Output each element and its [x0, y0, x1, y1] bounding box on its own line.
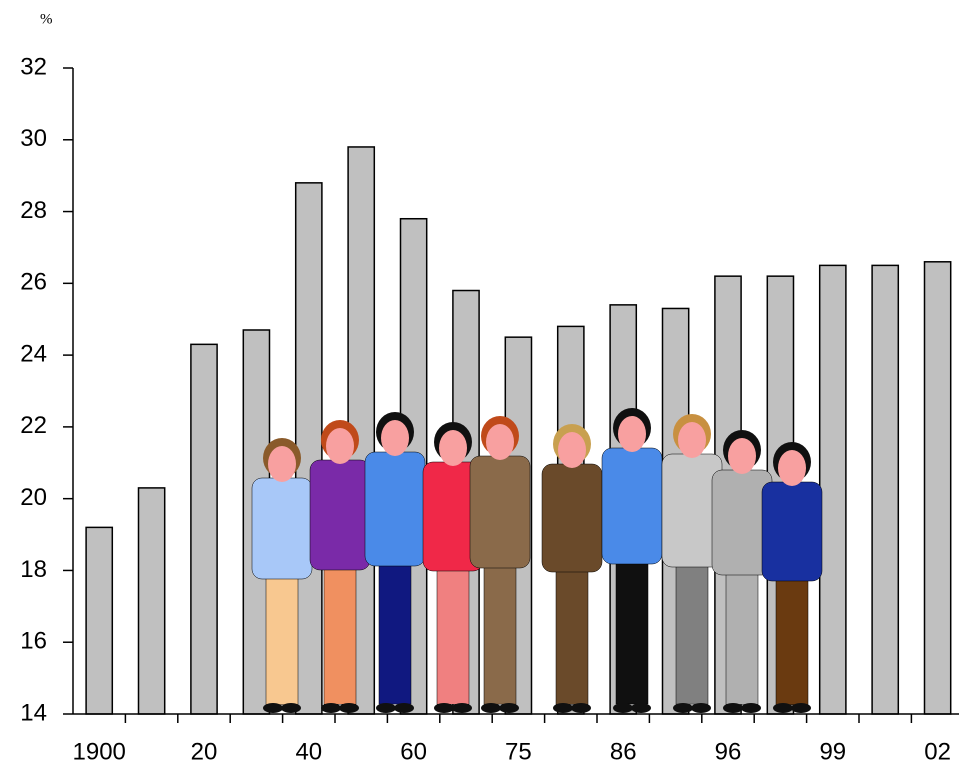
person: [364, 412, 426, 713]
person: [309, 420, 371, 713]
person-shoe: [553, 703, 573, 713]
x-tick-label: 99: [819, 738, 846, 765]
x-tick-label: 20: [191, 738, 218, 765]
x-tick-label: 1900: [73, 738, 126, 765]
bar: [137, 487, 166, 715]
y-tick-label: 20: [20, 484, 47, 511]
x-tick-label: 40: [295, 738, 322, 765]
person-shoe: [452, 703, 472, 713]
person-legs: [775, 576, 809, 705]
bar: [923, 261, 952, 715]
person-face: [558, 432, 586, 468]
person-face: [326, 428, 354, 464]
x-tick-label: 60: [400, 738, 427, 765]
person-shoe: [631, 703, 651, 713]
person: [601, 408, 663, 713]
bar: [190, 343, 218, 715]
y-tick-label: 16: [20, 628, 47, 655]
x-tick-label: 75: [505, 738, 532, 765]
person-legs: [323, 565, 357, 705]
people-illustration: [251, 408, 823, 713]
person-shoe: [673, 703, 693, 713]
person-legs: [555, 567, 589, 705]
person-body: [309, 459, 371, 571]
person-legs: [615, 559, 649, 705]
bar: [871, 264, 900, 715]
person-legs: [378, 561, 412, 705]
person-legs: [483, 563, 517, 705]
y-tick-label: 14: [20, 699, 47, 726]
person-body: [469, 455, 531, 569]
person-legs: [675, 562, 709, 705]
person-body: [364, 451, 426, 567]
person-body: [251, 477, 313, 580]
person-shoe: [723, 703, 743, 713]
y-tick-label: 22: [20, 412, 47, 439]
person-face: [678, 422, 706, 458]
person-shoe: [376, 703, 396, 713]
person-shoe: [741, 703, 761, 713]
person-shoe: [394, 703, 414, 713]
y-tick-label: 30: [20, 125, 47, 152]
person: [469, 416, 531, 713]
person-shoe: [791, 703, 811, 713]
bar: [85, 526, 114, 715]
y-tick-label: 18: [20, 556, 47, 583]
person-legs: [265, 574, 299, 705]
person-face: [381, 420, 409, 456]
person-shoe: [481, 703, 501, 713]
person: [761, 442, 823, 713]
person-shoe: [263, 703, 283, 713]
bars: [85, 146, 952, 715]
person: [251, 438, 313, 713]
y-tick-label: 26: [20, 269, 47, 296]
bar: [818, 264, 847, 715]
person-face: [728, 438, 756, 474]
person-legs: [725, 570, 759, 705]
axes: 14 16 18 20 22 24 26 28 30 32 1900 20 40 60 75 86 96 99 02: [20, 53, 959, 765]
person-shoe: [321, 703, 341, 713]
person-shoe: [613, 703, 633, 713]
person-shoe: [571, 703, 591, 713]
person-face: [439, 430, 467, 466]
person-shoe: [773, 703, 793, 713]
person-face: [486, 424, 514, 460]
person: [541, 424, 603, 713]
person-legs: [436, 566, 470, 705]
person: [422, 422, 484, 713]
y-tick-label: 32: [20, 53, 47, 80]
person-shoe: [499, 703, 519, 713]
bar: [294, 182, 323, 715]
person-face: [268, 446, 296, 482]
person-shoe: [691, 703, 711, 713]
y-tick-label: 28: [20, 197, 47, 224]
person-shoe: [281, 703, 301, 713]
person-face: [618, 416, 646, 452]
x-tick-label: 96: [715, 738, 742, 765]
person-face: [778, 450, 806, 486]
person-shoe: [434, 703, 454, 713]
x-tick-label: 02: [924, 738, 951, 765]
y-tick-label: 24: [20, 340, 47, 367]
person-shoe: [339, 703, 359, 713]
person-body: [761, 481, 823, 582]
person: [711, 430, 773, 713]
x-tick-label: 86: [610, 738, 637, 765]
person: [661, 414, 723, 713]
person-body: [601, 447, 663, 565]
y-axis-unit: %: [40, 11, 53, 27]
person-body: [541, 463, 603, 573]
